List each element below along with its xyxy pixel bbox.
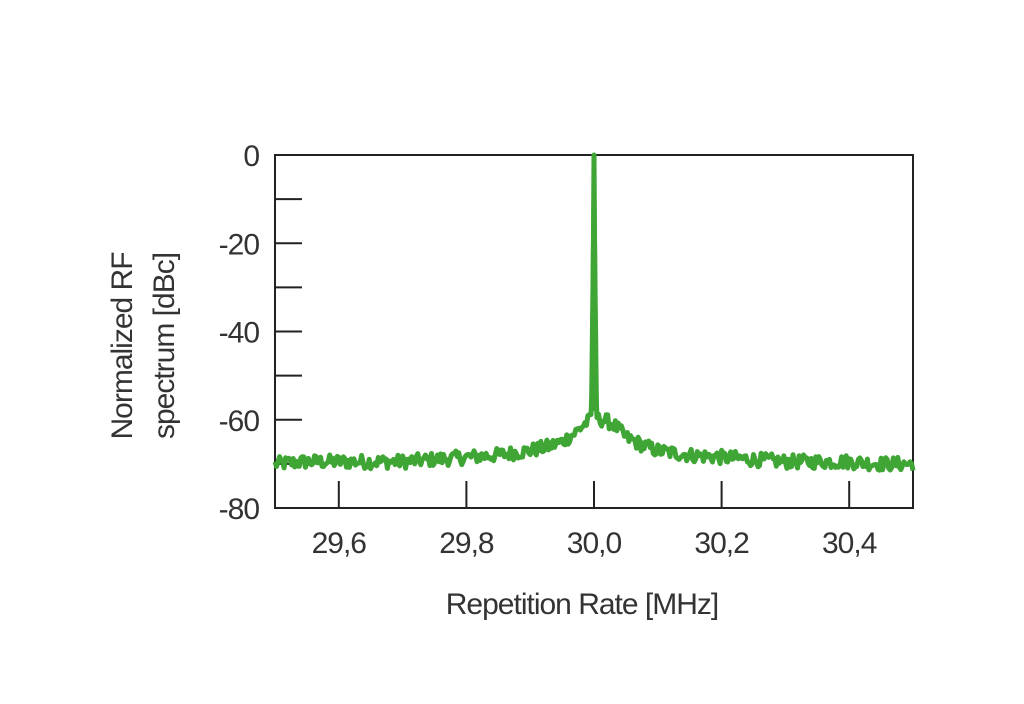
y-tick-label: 0 (243, 140, 259, 173)
x-tick-label: 29,6 (312, 527, 367, 560)
y-tick-label: -20 (219, 228, 260, 261)
x-axis-title: Repetition Rate [MHz] (446, 588, 718, 621)
y-axis-title-line: spectrum [dBc] (148, 253, 181, 439)
ticks-group (275, 154, 851, 509)
y-axis-title: Normalized RF spectrum [dBc] (106, 252, 181, 440)
series-group (272, 152, 916, 473)
y-tick-label: -80 (219, 493, 260, 526)
y-axis-title-line: Normalized RF (106, 252, 139, 440)
x-tick-label: 30,4 (822, 527, 877, 560)
y-tick-label: -60 (219, 405, 260, 438)
y-tick-label: -40 (219, 317, 260, 350)
x-tick-label: 30,2 (694, 527, 749, 560)
x-tick-label: 30,0 (567, 527, 622, 560)
labels-group: 0 -20 -40 -60 -80 29,6 29,8 30,0 30,2 30,4 Repetit… (106, 140, 878, 621)
carrier-peak (589, 154, 599, 411)
x-tick-label: 29,8 (439, 527, 494, 560)
